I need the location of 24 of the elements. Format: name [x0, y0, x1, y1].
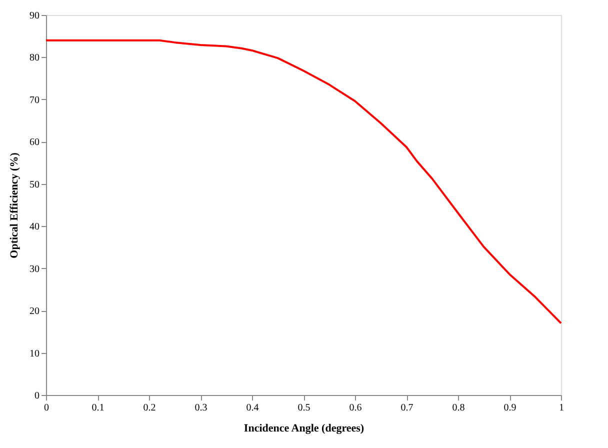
x-tick-label: 0.2 — [143, 402, 156, 414]
y-tick-label: 20 — [30, 306, 40, 318]
x-tick-label: 1 — [559, 402, 564, 414]
x-axis-title: Incidence Angle (degrees) — [244, 422, 364, 434]
x-tick-label: 0.8 — [452, 402, 465, 414]
line-series — [45, 39, 562, 324]
x-tick-label: 0.4 — [246, 402, 259, 414]
x-tick-label: 0.3 — [194, 402, 208, 414]
x-tick-label: 0 — [44, 402, 49, 414]
y-tick-label: 70 — [30, 94, 40, 106]
x-tick-label: 0.1 — [92, 402, 104, 414]
y-tick-label: 0 — [34, 390, 40, 402]
x-tick-label: 0.7 — [400, 402, 414, 414]
y-tick-label: 30 — [30, 264, 40, 275]
y-axis-title: Optical Efficiency (%) — [8, 152, 20, 258]
x-tick-label: 0.9 — [504, 402, 516, 414]
y-tick-label: 10 — [30, 348, 40, 360]
y-tick-label: 90 — [30, 10, 40, 22]
y-tick-label: 40 — [30, 222, 40, 233]
y-tick-label: 50 — [30, 179, 40, 190]
x-tick-label: 0.6 — [349, 402, 362, 414]
x-tick-label: 0.5 — [298, 402, 310, 414]
y-tick-label: 80 — [30, 52, 40, 64]
y-tick-label: 60 — [30, 137, 40, 148]
